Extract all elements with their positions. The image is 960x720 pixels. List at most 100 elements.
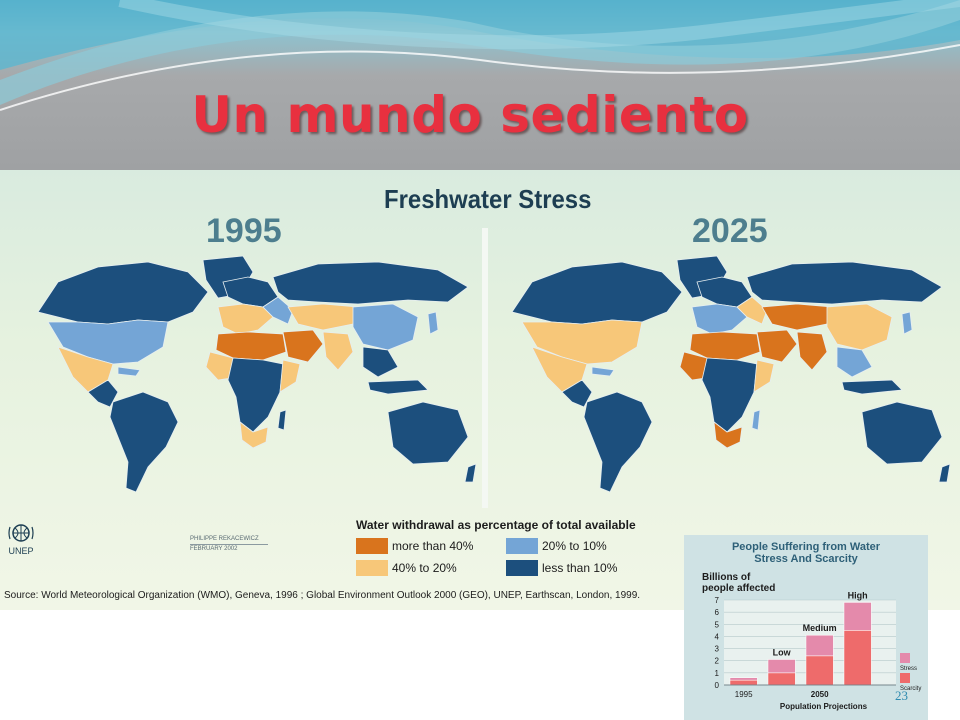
- legend-swatch: [506, 560, 538, 576]
- y-tick-label: 6: [715, 608, 720, 617]
- region-caribbean: [591, 366, 615, 377]
- inset-legend-swatch: [900, 673, 910, 683]
- region-china: [352, 303, 419, 351]
- inset-title: People Suffering from Water Stress And S…: [684, 541, 928, 565]
- world-map-1995: [37, 255, 477, 493]
- region-middle-east: [756, 329, 798, 363]
- page-number: 23: [895, 688, 908, 703]
- legend-swatch: [356, 560, 388, 576]
- region-europe-central: [691, 303, 748, 335]
- region-madagascar: [751, 409, 761, 431]
- legend-item: less than 10%: [506, 560, 617, 576]
- inset-ylabel: Billions of people affected: [702, 572, 776, 594]
- map-source: Source: World Meteorological Organizatio…: [4, 590, 641, 601]
- legend-swatch: [356, 538, 388, 554]
- legend-label: 20% to 10%: [542, 539, 607, 553]
- unep-logo: UNEP: [8, 522, 34, 556]
- region-central-africa: [701, 357, 758, 433]
- inset-title-text: People Suffering from Water Stress And S…: [731, 541, 881, 565]
- region-china: [826, 303, 893, 351]
- region-south-america: [109, 391, 179, 493]
- region-central-africa: [227, 357, 284, 433]
- legend-item: 20% to 10%: [506, 538, 607, 554]
- region-north-america-north: [511, 261, 683, 325]
- bar-stress: [805, 634, 834, 657]
- y-tick-label: 2: [715, 657, 720, 666]
- bar-stress: [729, 677, 758, 681]
- region-caribbean: [117, 366, 141, 377]
- bar-scarcity: [729, 679, 758, 686]
- year-label-right: 2025: [692, 212, 768, 250]
- region-central-asia: [287, 303, 359, 331]
- region-indonesia: [841, 379, 903, 395]
- signature-author: PHILIPPE REKACEWICZ: [190, 536, 259, 542]
- region-new-zealand: [464, 463, 477, 483]
- region-russia: [272, 261, 469, 305]
- map-heading: Freshwater Stress: [384, 184, 592, 214]
- signature-date: FEBRUARY 2002: [190, 546, 238, 552]
- region-southeast-asia: [362, 346, 399, 378]
- y-tick-label: 1: [715, 669, 720, 678]
- region-east-africa: [279, 359, 301, 393]
- region-russia: [746, 261, 943, 305]
- scenario-label: Medium: [803, 623, 837, 633]
- region-north-africa: [689, 331, 761, 361]
- region-indonesia: [367, 379, 429, 395]
- region-central-asia: [761, 303, 833, 331]
- region-middle-east: [282, 329, 324, 363]
- region-madagascar: [277, 409, 287, 431]
- region-southern-africa: [713, 421, 743, 449]
- bar-stress: [843, 602, 872, 631]
- region-north-america-north: [37, 261, 209, 325]
- region-new-zealand: [938, 463, 951, 483]
- legend-label: less than 10%: [542, 561, 618, 575]
- inset-chart: People Suffering from Water Stress And S…: [684, 535, 928, 720]
- bar-stress: [767, 659, 796, 674]
- legend-title: Water withdrawal as percentage of total …: [356, 518, 636, 532]
- slide-title: Un mundo sediento: [191, 86, 749, 144]
- inset-legend-label: Scarcity: [900, 686, 921, 692]
- region-north-america-central: [521, 319, 643, 365]
- scenario-label: High: [848, 590, 868, 600]
- legend-swatch: [506, 538, 538, 554]
- legend-item: 40% to 20%: [356, 560, 457, 576]
- map-signature: PHILIPPE REKACEWICZ FEBRUARY 2002: [190, 535, 268, 554]
- region-central-america: [561, 379, 593, 408]
- wave-decoration: [0, 0, 960, 111]
- region-india: [796, 331, 828, 371]
- year-label-left: 1995: [206, 212, 282, 250]
- region-north-africa: [215, 331, 287, 361]
- unep-logo-text: UNEP: [8, 546, 34, 556]
- y-tick-label: 4: [715, 632, 720, 641]
- world-map-2025: [511, 255, 951, 493]
- bar-scarcity: [805, 655, 834, 686]
- region-australia: [861, 401, 943, 465]
- map-divider: [482, 228, 488, 508]
- region-india: [322, 331, 354, 371]
- x-label-2050: 2050: [811, 690, 829, 699]
- region-southeast-asia: [836, 346, 873, 378]
- region-central-america: [87, 379, 119, 408]
- y-tick-label: 5: [715, 620, 720, 629]
- bar-scarcity: [767, 672, 796, 686]
- y-tick-label: 0: [715, 681, 720, 690]
- scenario-label: Low: [773, 648, 792, 658]
- inset-legend-swatch: [900, 653, 910, 663]
- bar-scarcity: [843, 630, 872, 686]
- region-australia: [387, 401, 469, 465]
- region-europe-east: [262, 296, 294, 325]
- region-south-america: [583, 391, 653, 493]
- region-europe-central: [217, 303, 274, 335]
- slide-header: Un mundo sediento: [0, 0, 960, 180]
- region-east-africa: [753, 359, 775, 393]
- map-legend: Water withdrawal as percentage of total …: [356, 518, 656, 576]
- legend-item: more than 40%: [356, 538, 473, 554]
- unep-emblem-icon: [8, 524, 34, 542]
- inset-legend-label: Stress: [900, 666, 917, 672]
- region-north-america-central: [47, 319, 169, 365]
- region-japan: [427, 311, 439, 335]
- y-tick-label: 3: [715, 645, 720, 654]
- legend-label: 40% to 20%: [392, 561, 457, 575]
